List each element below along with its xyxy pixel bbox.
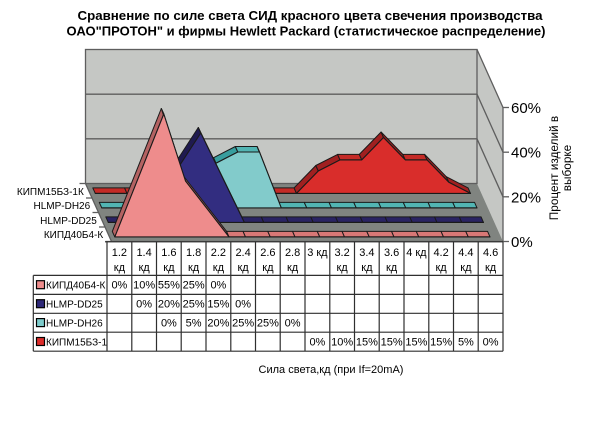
svg-text:15%: 15%	[381, 337, 403, 349]
svg-text:1.6: 1.6	[161, 247, 176, 259]
svg-text:60%: 60%	[511, 100, 541, 117]
svg-text:Процент изделий в: Процент изделий в	[547, 116, 561, 220]
svg-text:HLMP-DD25: HLMP-DD25	[46, 300, 103, 311]
svg-text:25%: 25%	[183, 280, 205, 292]
svg-text:Сила света,кд (при If=20mA): Сила света,кд (при If=20mA)	[259, 364, 404, 376]
svg-text:кд: кд	[435, 262, 447, 274]
svg-text:3 кд: 3 кд	[307, 247, 328, 259]
svg-text:КИПД40Б4-К: КИПД40Б4-К	[46, 281, 106, 292]
svg-text:ОАО"ПРОТОН" и фирмы Hewlett Pa: ОАО"ПРОТОН" и фирмы Hewlett Packard (ста…	[67, 24, 546, 39]
svg-text:15%: 15%	[430, 337, 452, 349]
svg-text:кд: кд	[114, 262, 126, 274]
svg-text:1.4: 1.4	[136, 247, 151, 259]
svg-text:2.6: 2.6	[260, 247, 275, 259]
svg-text:1.2: 1.2	[112, 247, 127, 259]
svg-text:0%: 0%	[161, 318, 177, 330]
svg-text:кд: кд	[237, 262, 249, 274]
svg-text:КИПМ15БЗ-1К: КИПМ15БЗ-1К	[17, 187, 84, 198]
svg-text:15%: 15%	[405, 337, 427, 349]
svg-text:HLMP-DD25: HLMP-DD25	[40, 216, 97, 227]
svg-text:кд: кд	[188, 262, 200, 274]
svg-text:55%: 55%	[158, 280, 180, 292]
svg-text:0%: 0%	[309, 337, 325, 349]
svg-text:КИПМ15БЗ-1К: КИПМ15БЗ-1К	[46, 337, 113, 348]
svg-text:кд: кд	[460, 262, 472, 274]
svg-text:2.4: 2.4	[235, 247, 250, 259]
svg-text:25%: 25%	[232, 318, 254, 330]
svg-text:15%: 15%	[356, 337, 378, 349]
svg-text:10%: 10%	[133, 280, 155, 292]
svg-text:выборке: выборке	[560, 144, 574, 191]
svg-text:25%: 25%	[257, 318, 279, 330]
svg-text:кд: кд	[213, 262, 225, 274]
svg-text:15%: 15%	[207, 299, 229, 311]
svg-text:кд: кд	[336, 262, 348, 274]
svg-text:Сравнение по силе света СИД кр: Сравнение по силе света СИД красного цве…	[77, 8, 543, 23]
svg-text:кд: кд	[138, 262, 150, 274]
svg-text:3.4: 3.4	[359, 247, 374, 259]
svg-text:кд: кд	[262, 262, 274, 274]
svg-text:кд: кд	[287, 262, 299, 274]
svg-text:кд: кд	[386, 262, 398, 274]
svg-text:3.2: 3.2	[334, 247, 349, 259]
svg-text:0%: 0%	[285, 318, 301, 330]
svg-text:4.4: 4.4	[458, 247, 473, 259]
svg-text:0%: 0%	[483, 337, 499, 349]
svg-text:5%: 5%	[186, 318, 202, 330]
svg-text:10%: 10%	[331, 337, 353, 349]
svg-text:0%: 0%	[136, 299, 152, 311]
svg-text:КИПД40Б4-К: КИПД40Б4-К	[44, 230, 104, 241]
svg-text:4.6: 4.6	[483, 247, 498, 259]
svg-text:HLMP-DH26: HLMP-DH26	[34, 201, 91, 212]
svg-text:20%: 20%	[207, 318, 229, 330]
svg-text:2.2: 2.2	[211, 247, 226, 259]
svg-text:4 кд: 4 кд	[406, 247, 427, 259]
svg-text:20%: 20%	[158, 299, 180, 311]
svg-text:4.2: 4.2	[433, 247, 448, 259]
svg-text:40%: 40%	[511, 145, 541, 162]
svg-text:3.6: 3.6	[384, 247, 399, 259]
svg-text:0%: 0%	[511, 234, 533, 251]
svg-text:25%: 25%	[183, 299, 205, 311]
svg-text:2.8: 2.8	[285, 247, 300, 259]
svg-text:0%: 0%	[235, 299, 251, 311]
svg-text:кд: кд	[361, 262, 373, 274]
svg-text:кд: кд	[485, 262, 497, 274]
svg-text:20%: 20%	[511, 189, 541, 206]
svg-text:0%: 0%	[111, 280, 127, 292]
svg-text:1.8: 1.8	[186, 247, 201, 259]
svg-text:кд: кд	[163, 262, 175, 274]
svg-text:HLMP-DH26: HLMP-DH26	[46, 318, 103, 329]
svg-text:0%: 0%	[210, 280, 226, 292]
svg-text:5%: 5%	[458, 337, 474, 349]
